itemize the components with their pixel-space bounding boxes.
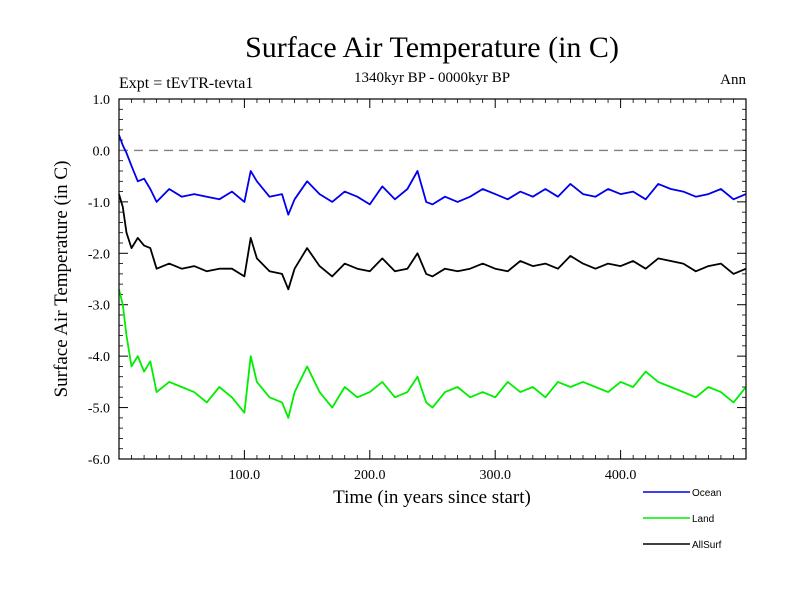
legend-label-land: Land	[692, 514, 714, 525]
y-tick-label: 1.0	[93, 93, 111, 108]
y-tick-label: -1.0	[88, 196, 110, 211]
season-label: Ann	[720, 72, 746, 88]
y-tick-label: -3.0	[88, 299, 110, 314]
chart-subtitle: 1340kyr BP - 0000kyr BP	[354, 70, 510, 86]
plot-frame	[118, 98, 747, 460]
plot-series	[118, 134, 747, 419]
y-tick-label: -2.0	[88, 247, 110, 262]
series-line-allsurf	[118, 193, 747, 291]
axis-ticks: 100.0 200.0 300.0 400.0 1.0 0.0 -1.0 -2.0 -3.0 -4…	[88, 93, 746, 483]
x-axis-label: Time (in years since start)	[333, 487, 531, 508]
series-line-ocean	[118, 134, 747, 216]
chart-title: Surface Air Temperature (in C)	[245, 31, 619, 64]
legend-label-ocean: Ocean	[692, 488, 721, 499]
legend-label-allsurf: AllSurf	[692, 540, 722, 551]
x-tick-label: 400.0	[605, 468, 637, 483]
y-tick-label: 0.0	[93, 144, 111, 159]
y-tick-label: -4.0	[88, 350, 110, 365]
x-tick-label: 300.0	[479, 468, 511, 483]
series-line-land	[118, 289, 747, 419]
x-tick-label: 100.0	[229, 468, 261, 483]
legend: Ocean Land AllSurf	[643, 488, 722, 551]
y-tick-label: -6.0	[88, 453, 110, 468]
x-tick-label: 200.0	[354, 468, 386, 483]
y-tick-label: -5.0	[88, 402, 110, 417]
y-axis-label: Surface Air Temperature (in C)	[51, 161, 72, 398]
experiment-label: Expt = tEvTR-tevta1	[119, 75, 253, 92]
